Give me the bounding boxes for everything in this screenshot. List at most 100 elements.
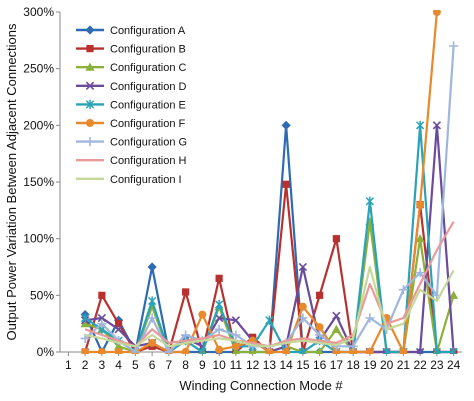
data-point [432,347,442,354]
x-tick-label: 7 [166,358,173,372]
data-point [432,121,442,130]
data-point [147,262,157,272]
data-point [148,338,157,347]
data-point [81,348,90,354]
y-tick-label: 100% [23,232,54,246]
data-point [415,234,425,243]
data-point [281,120,291,130]
x-tick-label: 11 [230,358,243,372]
y-axis-title: Output Power Variation Between Adjacent … [4,23,19,341]
data-point [432,10,441,16]
data-point [365,313,375,323]
legend-item: Configuration G [76,137,187,149]
data-point [181,330,191,340]
legend-item: Configuration C [76,62,186,74]
data-point [114,325,123,334]
y-tick-label: 300% [23,5,54,19]
data-point [398,285,408,295]
legend-item: Configuration F [76,118,185,130]
data-point [231,316,241,325]
data-point [214,299,224,309]
plot-area [80,10,459,354]
data-point [332,348,341,354]
data-point [164,347,174,354]
data-point [147,313,157,323]
data-point [215,274,223,282]
data-point [198,347,207,354]
legend-marker [85,81,95,90]
data-point [332,235,340,243]
data-point [265,315,274,325]
data-point [298,302,307,311]
x-tick-label: 24 [447,358,461,372]
data-point [98,291,106,299]
series-3 [80,217,459,354]
x-tick-label: 18 [346,358,360,372]
data-point [399,348,408,354]
legend-marker [85,99,95,109]
data-point [97,348,106,354]
data-point [415,120,425,130]
legend-label: Configuration C [110,62,186,74]
data-point [115,320,123,328]
legend-marker [85,25,95,35]
data-point [298,262,308,272]
y-tick-label: 250% [23,62,54,76]
data-point [332,311,341,320]
x-tick-label: 22 [413,358,427,372]
x-tick-label: 3 [99,358,106,372]
x-tick-label: 15 [296,358,310,372]
series-line [84,265,455,348]
legend-label: Configuration H [110,155,186,167]
data-point [147,296,157,306]
data-point [130,347,140,354]
x-tick-label: 14 [279,358,293,372]
data-point [298,313,308,323]
data-point [449,290,459,299]
data-point [215,345,224,354]
data-point [382,347,391,354]
legend-item: Configuration B [76,44,186,56]
y-tick-label: 200% [23,118,54,132]
data-point [114,348,123,354]
x-tick-label: 16 [313,358,327,372]
data-point [231,330,241,340]
data-point [449,347,458,354]
legend-item: Configuration E [76,99,186,111]
x-axis-title: Winding Connection Mode # [179,378,343,393]
data-point [348,341,358,351]
legend-marker [85,62,95,71]
x-tick-label: 4 [115,358,122,372]
data-point [198,310,207,319]
x-tick-label: 9 [199,358,206,372]
x-tick-label: 20 [380,358,394,372]
legend: Configuration A Configuration B Configurat… [76,25,187,186]
x-tick-label: 21 [397,358,411,372]
data-point [349,348,358,354]
series-line [84,220,455,354]
data-point [416,200,425,209]
data-point [231,342,240,351]
legend-marker [86,45,94,53]
x-tick-label: 1 [65,358,72,372]
data-point [282,348,291,354]
x-tick-label: 10 [212,358,226,372]
data-point [298,347,308,354]
series-2 [81,180,458,354]
data-point [315,323,324,332]
x-tick-label: 12 [246,358,260,372]
legend-label: Configuration B [110,44,186,56]
x-tick-label: 23 [430,358,444,372]
legend-marker [85,137,95,147]
legend-label: Configuration E [110,99,186,111]
x-tick-label: 17 [330,358,344,372]
legend-item: Configuration A [76,25,186,37]
legend-item: Configuration D [76,81,186,93]
x-tick-label: 19 [363,358,377,372]
series-9 [84,265,455,348]
legend-label: Configuration A [110,25,186,37]
data-point [114,341,124,350]
data-point [214,324,224,334]
